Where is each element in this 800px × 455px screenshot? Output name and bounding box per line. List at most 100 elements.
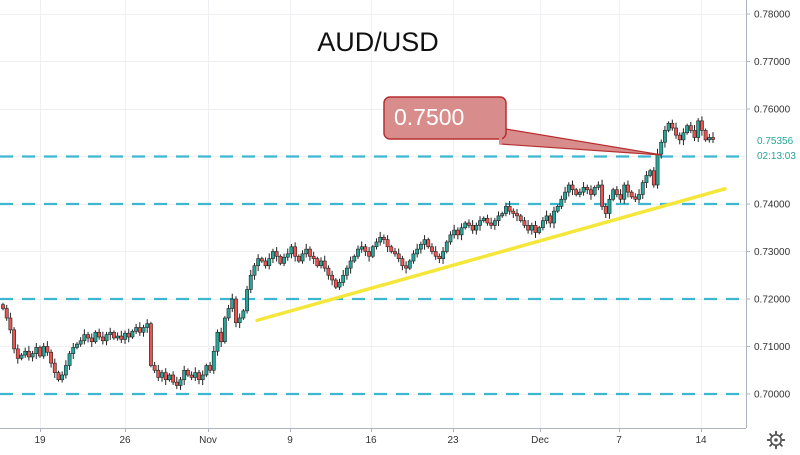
candle-129	[478, 216, 482, 231]
price-axis-panel	[746, 0, 800, 428]
candle-169	[626, 180, 630, 198]
candle-14	[52, 358, 57, 378]
candle-147	[544, 210, 549, 225]
candle-110	[407, 259, 412, 271]
candle-160	[592, 185, 597, 197]
time-axis-panel	[0, 428, 800, 450]
candle-188	[696, 118, 701, 142]
candle-92	[341, 269, 346, 286]
candle-113	[418, 241, 423, 254]
y-tick-label-7: 0.71000	[754, 342, 791, 353]
candle-146	[540, 217, 545, 231]
candle-82	[304, 243, 309, 258]
candles-layer	[1, 116, 715, 390]
candle-53	[197, 369, 201, 385]
candle-162	[600, 179, 604, 210]
candle-93	[345, 265, 349, 280]
callout-seam	[499, 128, 502, 145]
candle-54	[200, 370, 205, 386]
candle-71	[263, 257, 268, 269]
candle-66	[245, 285, 249, 314]
candle-13	[49, 349, 53, 368]
candle-118	[437, 253, 442, 264]
candle-173	[640, 179, 645, 199]
x-tick-label-4: 16	[365, 435, 377, 446]
x-tick-label-5: 23	[447, 435, 459, 446]
candle-149	[552, 206, 556, 229]
candle-167	[618, 189, 623, 203]
candle-116	[430, 243, 434, 255]
candle-75	[278, 254, 283, 266]
candle-52	[193, 367, 198, 381]
candle-141	[522, 217, 527, 229]
candle-55	[204, 363, 209, 377]
candle-152	[563, 186, 567, 203]
candle-119	[441, 247, 445, 264]
x-tick-label-1: 26	[119, 435, 131, 446]
y-tick-label-4: 0.74000	[754, 200, 791, 211]
candle-26	[97, 328, 102, 340]
candle-165	[611, 187, 616, 202]
candle-27	[100, 331, 105, 345]
callout-label: 0.7500	[394, 104, 464, 130]
candle-163	[603, 203, 608, 218]
candle-10	[38, 345, 42, 358]
candle-142	[526, 220, 531, 234]
candle-35	[130, 329, 135, 339]
chart-title: AUD/USD	[317, 27, 439, 57]
candle-170	[629, 190, 634, 199]
candle-1	[4, 304, 9, 321]
candle-84	[311, 251, 316, 264]
candle-79	[293, 242, 298, 262]
candle-125	[463, 221, 468, 230]
candle-131	[485, 214, 490, 226]
candle-143	[529, 222, 534, 235]
candle-3	[12, 327, 16, 354]
candle-61	[226, 304, 231, 321]
candle-122	[452, 224, 457, 239]
candle-48	[178, 376, 183, 390]
candle-176	[651, 167, 656, 188]
candle-187	[692, 125, 697, 142]
y-tick-label-2: 0.76000	[754, 105, 791, 116]
candle-174	[644, 171, 649, 188]
candle-18	[67, 350, 72, 370]
candle-175	[648, 168, 653, 178]
candle-63	[234, 296, 238, 328]
candle-191	[707, 133, 712, 143]
last-price-label: 0.75356	[757, 136, 794, 147]
candle-128	[474, 222, 479, 235]
candle-11	[41, 342, 46, 359]
settings-gear-icon[interactable]	[766, 430, 786, 450]
x-tick-label-0: 19	[34, 435, 46, 446]
candle-7	[26, 345, 31, 361]
candle-99	[367, 247, 371, 262]
callout-box	[383, 96, 507, 140]
candle-43	[160, 369, 164, 382]
candle-107	[396, 248, 401, 263]
candle-104	[385, 235, 390, 253]
candle-44	[163, 368, 168, 386]
y-tick-label-6: 0.72000	[754, 295, 791, 306]
candle-24	[89, 333, 94, 348]
candle-102	[378, 231, 383, 246]
candle-36	[134, 323, 139, 335]
candle-87	[322, 255, 327, 272]
candle-67	[248, 269, 253, 294]
x-tick-label-2: Nov	[199, 435, 217, 446]
candle-180	[666, 121, 671, 133]
candle-117	[433, 246, 438, 260]
candle-2	[8, 312, 13, 334]
candle-57	[211, 345, 216, 374]
candle-158	[585, 184, 590, 195]
y-tick-label-1: 0.77000	[754, 57, 791, 68]
candle-184	[681, 128, 686, 146]
candle-86	[319, 257, 323, 269]
last-price-badge	[747, 131, 800, 163]
candle-95	[352, 254, 357, 263]
candle-83	[308, 246, 312, 261]
candle-105	[389, 244, 394, 254]
candle-64	[237, 313, 242, 329]
candle-145	[537, 225, 542, 235]
